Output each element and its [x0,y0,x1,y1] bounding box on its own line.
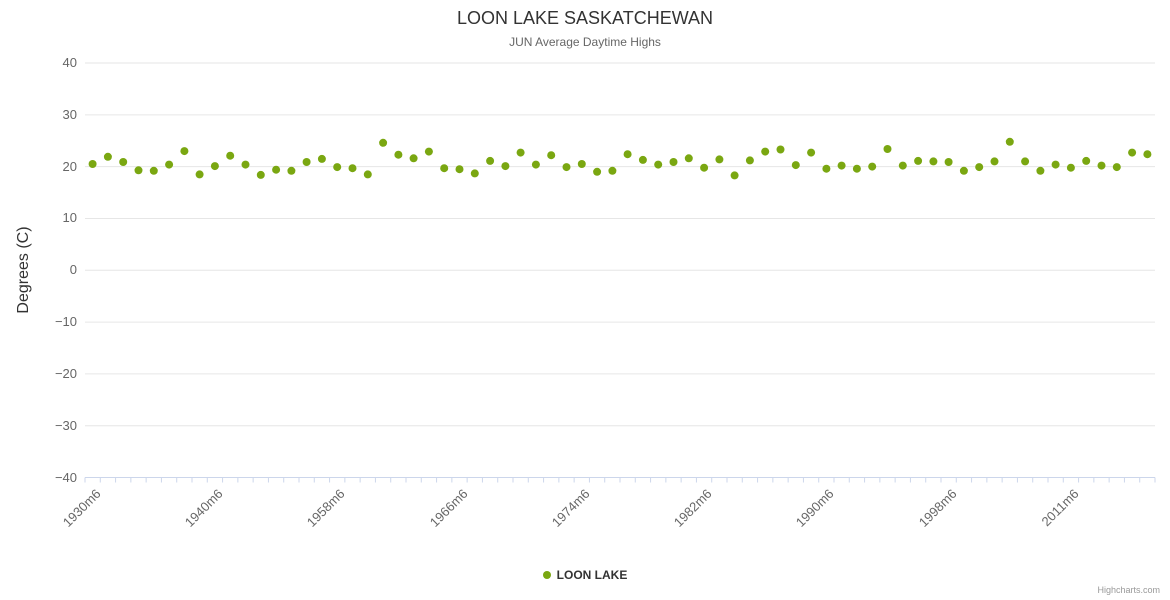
data-point[interactable] [210,162,219,171]
data-point[interactable] [440,164,449,173]
data-point[interactable] [165,160,174,169]
y-axis-label: 30 [62,106,77,122]
data-point[interactable] [1021,157,1030,166]
data-point[interactable] [195,170,204,179]
data-point[interactable] [975,163,984,172]
data-point[interactable] [1036,166,1045,175]
data-point[interactable] [623,150,632,159]
data-point[interactable] [103,152,112,161]
data-point[interactable] [1128,148,1137,157]
data-point[interactable] [715,155,724,164]
data-point[interactable] [944,158,953,166]
data-point[interactable] [1005,137,1014,146]
legend-item-loon-lake[interactable]: LOON LAKE [542,568,628,582]
legend-label: LOON LAKE [556,568,628,582]
data-point[interactable] [363,170,372,179]
y-axis-label: 10 [62,210,77,226]
data-point[interactable] [88,160,97,168]
data-point[interactable] [134,166,143,175]
data-point[interactable] [608,166,617,175]
data-point[interactable] [317,154,326,163]
data-point[interactable] [868,162,877,171]
data-point[interactable] [348,164,357,173]
data-point[interactable] [470,169,479,178]
data-point[interactable] [745,156,754,165]
data-point[interactable] [669,158,678,166]
y-axis-label: 0 [69,262,77,278]
y-axis-label: −20 [54,365,77,381]
y-axis-label: −30 [54,417,77,433]
data-point[interactable] [776,145,785,154]
data-point[interactable] [883,145,892,153]
chart-subtitle: JUN Average Daytime Highs [509,35,661,49]
data-point[interactable] [379,138,388,147]
data-point[interactable] [1051,160,1060,169]
data-point[interactable] [684,154,693,163]
data-point[interactable] [898,161,907,170]
data-point[interactable] [547,151,556,160]
data-point[interactable] [562,163,571,172]
data-point[interactable] [654,160,663,169]
y-axis-label: −40 [54,469,77,485]
data-point[interactable] [501,162,510,171]
y-axis-label: −10 [54,314,77,330]
data-point[interactable] [700,163,709,172]
data-point[interactable] [149,166,158,175]
data-point[interactable] [516,148,525,157]
data-point[interactable] [593,167,602,176]
data-point[interactable] [761,147,770,156]
data-point[interactable] [914,156,923,165]
data-point[interactable] [822,164,831,173]
data-point[interactable] [807,148,816,157]
data-point[interactable] [302,158,311,166]
data-point[interactable] [1082,156,1091,165]
data-point[interactable] [791,161,800,170]
legend: LOON LAKE [0,568,1170,582]
data-point[interactable] [272,165,281,174]
data-point[interactable] [1112,163,1121,172]
data-point[interactable] [455,165,464,174]
y-axis-label: 40 [62,55,77,70]
chart-title: LOON LAKE SASKATCHEWAN [456,8,714,28]
data-point[interactable] [959,166,968,175]
data-point[interactable] [241,160,250,169]
data-point[interactable] [486,156,495,165]
credits-link[interactable]: Highcharts.com [1097,585,1160,595]
data-point[interactable] [226,151,235,160]
data-point[interactable] [409,154,418,163]
data-point[interactable] [531,160,540,169]
y-axis-label: 20 [62,158,77,174]
data-point[interactable] [852,164,861,173]
data-point[interactable] [424,147,433,156]
data-point[interactable] [1143,150,1152,159]
data-point[interactable] [333,163,342,172]
data-point[interactable] [990,157,999,166]
data-point[interactable] [119,158,128,166]
data-point[interactable] [730,171,739,180]
data-point[interactable] [638,155,647,164]
data-point[interactable] [1066,163,1075,172]
series-marker-icon [542,571,551,579]
data-point[interactable] [1097,161,1106,170]
data-point[interactable] [394,150,403,159]
data-point[interactable] [577,160,586,168]
data-point[interactable] [180,147,189,156]
data-point[interactable] [256,170,265,179]
data-point[interactable] [837,161,846,170]
data-point[interactable] [929,157,938,166]
data-point[interactable] [287,166,296,175]
